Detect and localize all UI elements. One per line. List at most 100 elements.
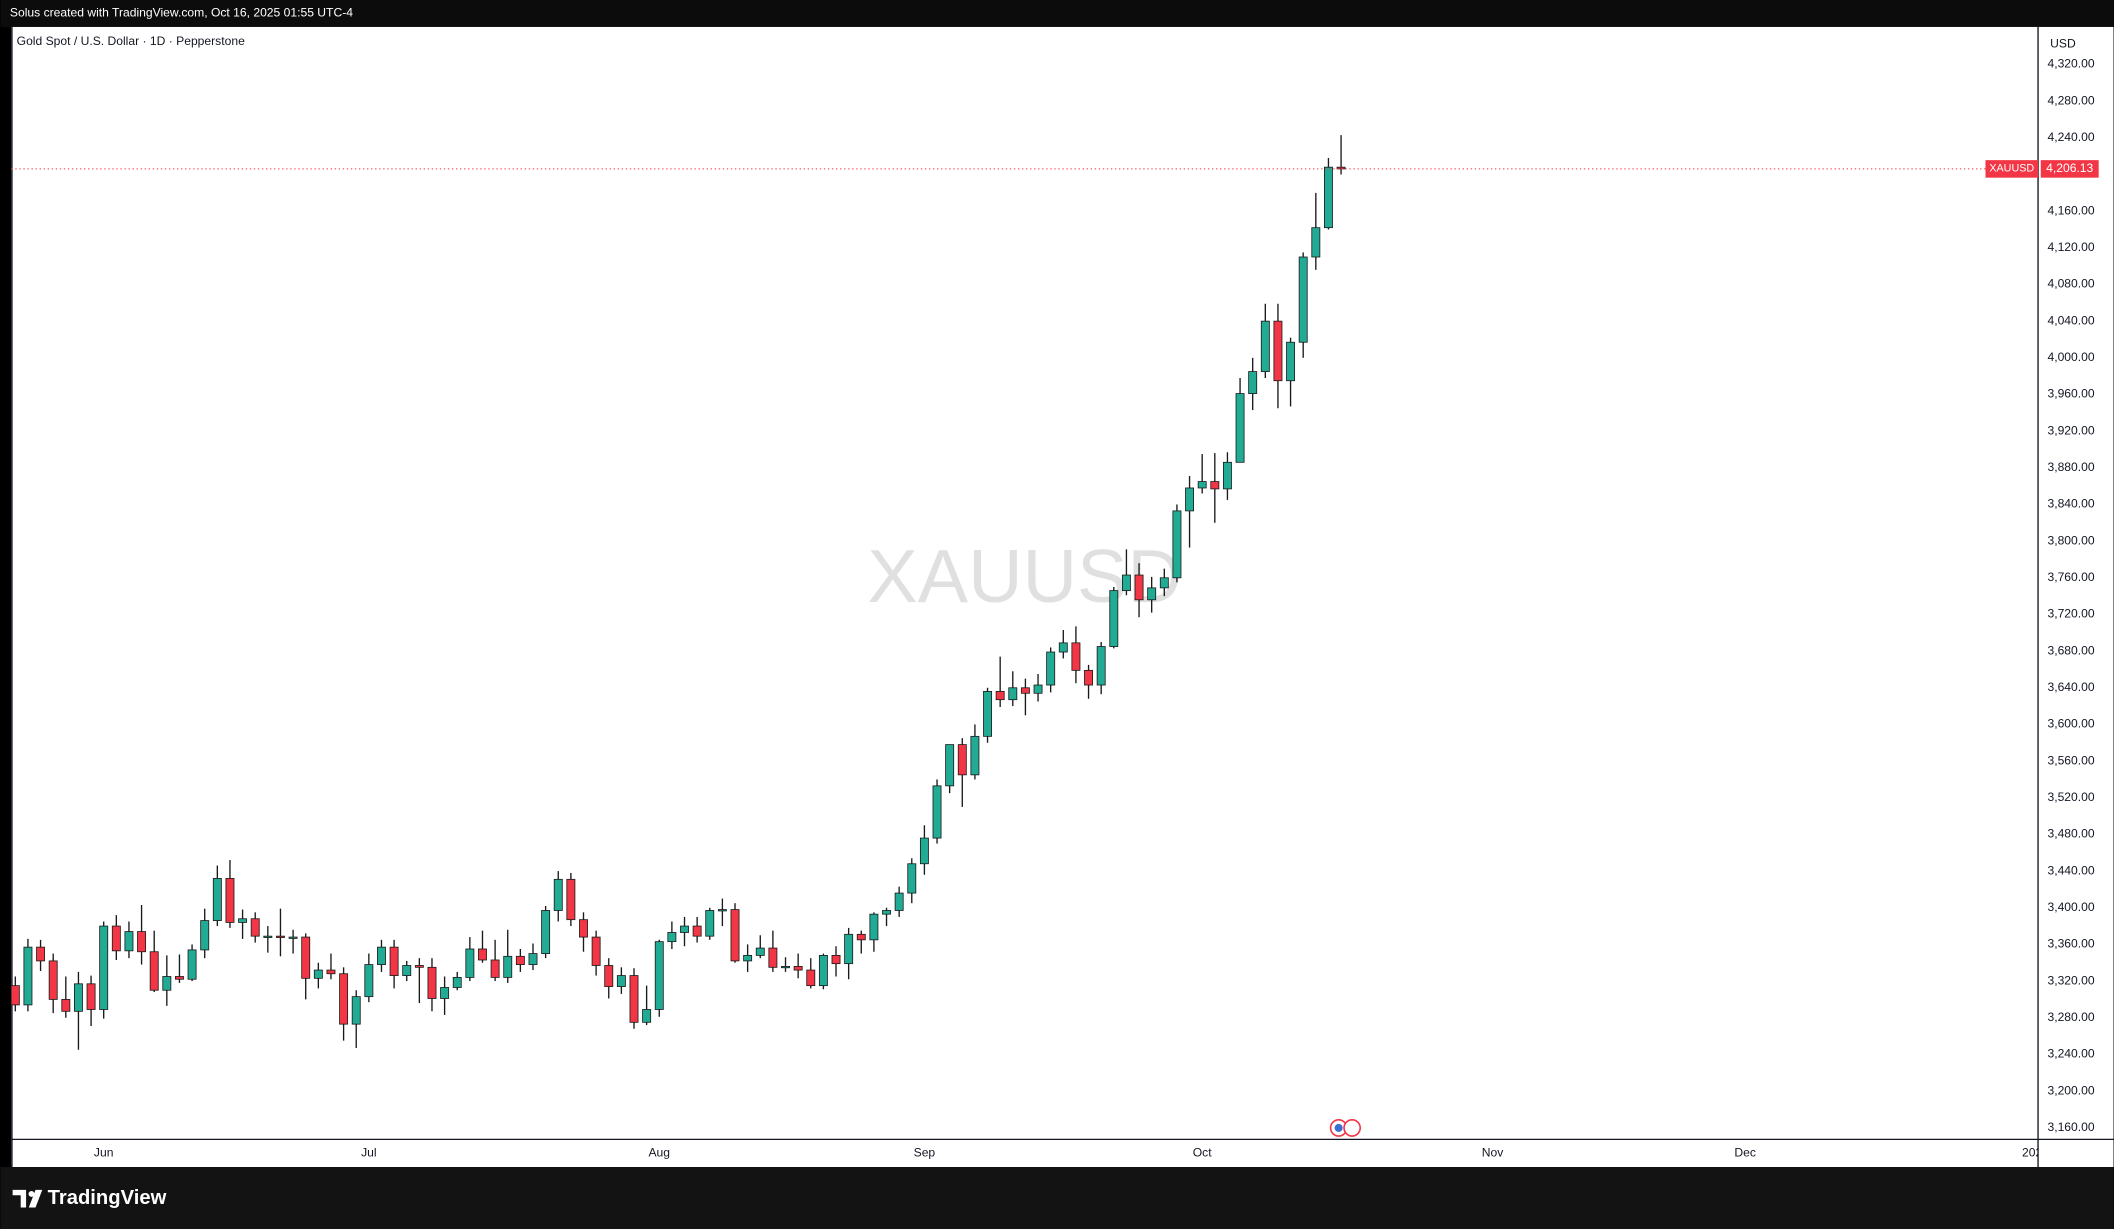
candle-body bbox=[175, 976, 184, 980]
y-tick-label: 4,080.00 bbox=[2047, 277, 2094, 291]
candle-body bbox=[124, 931, 134, 952]
y-tick-label: 3,280.00 bbox=[2047, 1010, 2094, 1024]
candle-body bbox=[326, 969, 336, 975]
candle-body bbox=[705, 910, 715, 937]
candle-body bbox=[1121, 574, 1131, 592]
candle-body bbox=[907, 863, 917, 894]
candle-body bbox=[642, 1009, 652, 1023]
candle-body bbox=[1298, 256, 1308, 343]
y-tick-label: 3,320.00 bbox=[2047, 973, 2094, 987]
candle-body bbox=[667, 932, 677, 943]
candles bbox=[11, 135, 1346, 1050]
y-tick-label: 4,160.00 bbox=[2047, 203, 2094, 217]
candle-body bbox=[1134, 574, 1144, 601]
candle-body bbox=[856, 933, 866, 941]
candle-body bbox=[137, 931, 147, 953]
candle-body bbox=[187, 949, 197, 980]
candle-body bbox=[225, 878, 235, 923]
y-tick-label: 4,320.00 bbox=[2047, 57, 2094, 71]
candle-body bbox=[541, 910, 551, 954]
y-tick-label: 3,960.00 bbox=[2047, 387, 2094, 401]
y-tick-label: 3,680.00 bbox=[2047, 643, 2094, 657]
candle-body bbox=[806, 969, 816, 987]
candle-body bbox=[48, 960, 58, 1000]
candle-body bbox=[389, 946, 399, 976]
candle-body bbox=[1020, 687, 1030, 694]
y-tick-label: 3,360.00 bbox=[2047, 937, 2094, 951]
y-tick-label: 3,400.00 bbox=[2047, 900, 2094, 914]
candle-body bbox=[692, 925, 702, 937]
candle-body bbox=[1172, 510, 1182, 579]
candle-body bbox=[11, 985, 20, 1006]
candle-body bbox=[1248, 371, 1258, 394]
candle-body bbox=[313, 969, 323, 979]
candle-body bbox=[579, 919, 588, 938]
y-tick-label: 4,280.00 bbox=[2047, 93, 2094, 107]
y-tick-label: 3,920.00 bbox=[2047, 423, 2094, 437]
y-tick-label: 3,520.00 bbox=[2047, 790, 2094, 804]
candle-body bbox=[743, 954, 753, 962]
candle-body bbox=[250, 918, 260, 937]
candle-body bbox=[1222, 461, 1232, 490]
candle-body bbox=[23, 946, 33, 1006]
candle-body bbox=[440, 987, 450, 999]
candle-body bbox=[1311, 227, 1321, 258]
candle-body bbox=[503, 955, 513, 978]
candle-body bbox=[995, 691, 1005, 701]
candle-body bbox=[276, 935, 285, 938]
candle-body bbox=[414, 965, 424, 968]
y-tick-label: 3,760.00 bbox=[2047, 570, 2094, 584]
y-tick-label: 3,880.00 bbox=[2047, 460, 2094, 474]
header-bar bbox=[0, 0, 2114, 27]
y-axis-label: USD bbox=[2050, 37, 2076, 51]
x-tick-label: Jul bbox=[361, 1146, 376, 1160]
y-tick-label: 3,640.00 bbox=[2047, 680, 2094, 694]
candle-body bbox=[1046, 651, 1056, 686]
candle-body bbox=[566, 878, 576, 921]
candle-body bbox=[1235, 393, 1245, 463]
y-tick-label: 3,800.00 bbox=[2047, 533, 2094, 547]
x-tick-label: Sep bbox=[914, 1146, 936, 1160]
y-tick-label: 4,040.00 bbox=[2047, 313, 2094, 327]
candle-body bbox=[553, 878, 563, 911]
x-tick-label: Aug bbox=[648, 1146, 670, 1160]
candle-body bbox=[427, 966, 437, 999]
candle-body bbox=[111, 925, 121, 952]
y-tick-label: 3,480.00 bbox=[2047, 827, 2094, 841]
candle-body bbox=[99, 925, 109, 1010]
candle-body bbox=[755, 947, 765, 956]
candle-body bbox=[1084, 669, 1093, 686]
candle-body bbox=[402, 965, 412, 976]
candle-body bbox=[301, 936, 311, 979]
candle-body bbox=[73, 983, 83, 1012]
y-tick-label: 3,240.00 bbox=[2047, 1047, 2094, 1061]
candle-body bbox=[844, 933, 854, 965]
candle-body bbox=[604, 965, 614, 987]
candle-body bbox=[86, 983, 96, 1010]
symbol-label: XAUUSD bbox=[1989, 163, 2034, 175]
candle-body bbox=[288, 936, 298, 939]
candle-body bbox=[364, 964, 374, 998]
candle-body bbox=[339, 973, 349, 1025]
candle-body bbox=[1273, 320, 1283, 382]
candle-body bbox=[490, 959, 500, 978]
last-price-label: 4,206.13 bbox=[2046, 161, 2093, 175]
candle-body bbox=[616, 975, 626, 987]
tv-logo bbox=[12, 1189, 43, 1208]
candle-body bbox=[478, 948, 487, 961]
candle-body bbox=[1260, 320, 1270, 372]
candle-body bbox=[983, 691, 992, 737]
candle-body bbox=[162, 976, 172, 991]
candle-body bbox=[1336, 166, 1346, 170]
candle-body bbox=[528, 953, 538, 965]
y-tick-label: 3,600.00 bbox=[2047, 717, 2094, 731]
candle-body bbox=[200, 920, 210, 951]
candle-body bbox=[919, 837, 929, 865]
candle-body bbox=[781, 965, 790, 969]
candle-body bbox=[1033, 684, 1043, 694]
event-icon bbox=[1329, 1119, 1362, 1137]
candle-body bbox=[61, 998, 71, 1012]
candle-body bbox=[831, 954, 841, 965]
x-tick-labels: Jun Jul Aug Sep Oct Nov Dec 2026 bbox=[94, 1146, 2038, 1160]
